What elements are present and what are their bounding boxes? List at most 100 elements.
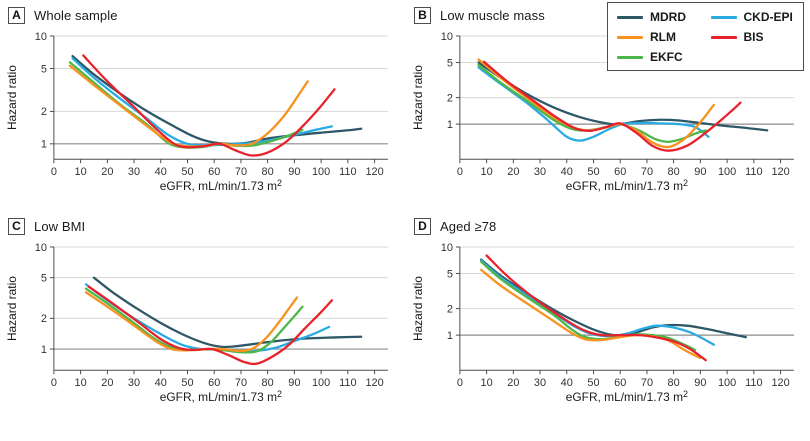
x-tick-label: 110 (339, 377, 356, 389)
x-tick-label: 0 (457, 166, 463, 178)
panel-a: A Whole sample 1 2 5 10 0 10 20 30 40 50 60 70 80 90 1… (2, 4, 404, 199)
panel-b-letter: B (414, 6, 431, 24)
x-axis-ticks: 0 10 20 30 40 50 60 70 80 90 100 110 120 (51, 159, 384, 178)
series-lines (477, 58, 769, 152)
panel-d-letter: D (414, 217, 431, 235)
x-tick-label: 0 (51, 166, 57, 178)
gridlines (53, 246, 388, 319)
y-tick-label: 10 (35, 31, 47, 43)
x-tick-label: 90 (694, 166, 706, 178)
x-tick-label: 70 (641, 166, 653, 178)
x-tick-label: 90 (288, 377, 300, 389)
legend-label-ekfc: EKFC (650, 50, 683, 64)
x-axis-label: eGFR, mL/min/1.73 m2 (566, 389, 688, 404)
series-line-ckd-epi (477, 66, 710, 142)
x-tick-label: 60 (614, 377, 626, 389)
series-line-ekfc (84, 287, 304, 354)
x-tick-label: 120 (365, 377, 383, 389)
panel-a-header: A Whole sample (8, 4, 404, 26)
legend-item-mdrd: MDRD (617, 10, 701, 24)
y-axis-label: Hazard ratio (5, 65, 19, 130)
x-tick-label: 80 (262, 166, 274, 178)
y-tick-label: 2 (41, 106, 47, 118)
x-tick-label: 70 (235, 377, 247, 389)
x-axis-label: eGFR, mL/min/1.73 m2 (160, 178, 282, 193)
panel-a-title: Whole sample (34, 7, 118, 23)
x-tick-label: 30 (128, 377, 140, 389)
y-tick-label: 1 (41, 344, 47, 356)
x-tick-label: 110 (745, 166, 762, 178)
x-tick-label: 40 (155, 166, 167, 178)
x-tick-label: 40 (155, 377, 167, 389)
series-line-mdrd (92, 276, 363, 349)
series-line-rlm (477, 58, 715, 149)
y-tick-label: 5 (41, 273, 47, 285)
series-lines (68, 54, 363, 157)
y-tick-label: 5 (447, 268, 453, 280)
panel-d-title: Aged ≥78 (440, 218, 497, 234)
ekfc-line-swatch (617, 55, 643, 59)
y-axis-ticks: 1 2 5 10 (35, 31, 54, 151)
x-tick-label: 100 (718, 166, 736, 178)
x-tick-label: 0 (51, 377, 57, 389)
axes (53, 246, 388, 371)
x-tick-label: 50 (587, 166, 599, 178)
panel-d-header: D Aged ≥78 (414, 215, 810, 237)
panel-b-header: B Low muscle mass (414, 4, 810, 26)
x-tick-label: 80 (668, 166, 680, 178)
x-tick-label: 60 (208, 377, 220, 389)
panel-grid: A Whole sample 1 2 5 10 0 10 20 30 40 50 60 70 80 90 1… (2, 4, 810, 410)
panel-c-header: C Low BMI (8, 215, 404, 237)
gridlines (459, 246, 794, 310)
y-tick-label: 1 (447, 119, 453, 131)
x-tick-label: 30 (128, 166, 140, 178)
mdrd-line-swatch (617, 15, 643, 19)
y-tick-label: 2 (41, 313, 47, 325)
x-tick-label: 120 (771, 377, 789, 389)
x-tick-label: 90 (288, 166, 300, 178)
legend-item-rlm: RLM (617, 30, 701, 44)
x-tick-label: 110 (745, 377, 762, 389)
series-line-bis (482, 60, 742, 152)
legend-item-ekfc: EKFC (617, 50, 701, 64)
panel-c-title: Low BMI (34, 218, 86, 234)
y-tick-label: 10 (35, 242, 47, 254)
y-tick-label: 10 (441, 31, 453, 43)
y-axis-label: Hazard ratio (411, 276, 425, 341)
x-tick-label: 100 (312, 377, 330, 389)
bis-line-swatch (710, 35, 737, 39)
x-tick-label: 90 (694, 377, 706, 389)
y-tick-label: 1 (41, 139, 47, 151)
series-line-ekfc (480, 260, 697, 352)
x-tick-label: 30 (534, 377, 546, 389)
panel-a-letter: A (8, 6, 25, 24)
x-tick-label: 10 (75, 166, 87, 178)
y-axis-label: Hazard ratio (5, 276, 19, 341)
x-tick-label: 10 (481, 377, 493, 389)
x-tick-label: 100 (312, 166, 330, 178)
x-axis-ticks: 0 10 20 30 40 50 60 70 80 90 100 110 120 (457, 370, 790, 389)
y-axis-ticks: 1 2 5 10 (441, 31, 460, 131)
y-axis-ticks: 1 2 5 10 (35, 242, 54, 356)
x-tick-label: 50 (181, 166, 193, 178)
series-line-bis (485, 254, 707, 362)
x-tick-label: 100 (718, 377, 736, 389)
y-tick-label: 10 (441, 242, 453, 254)
gridlines (53, 35, 388, 112)
x-tick-label: 10 (481, 166, 493, 178)
legend-item-bis: BIS (710, 30, 795, 44)
y-axis-label: Hazard ratio (411, 65, 425, 130)
x-tick-label: 20 (101, 166, 113, 178)
x-tick-label: 20 (101, 377, 113, 389)
x-axis-label: eGFR, mL/min/1.73 m2 (160, 389, 282, 404)
panel-b: B Low muscle mass 1 2 5 10 0 10 20 30 40 50 60 70 80… (408, 4, 810, 199)
x-tick-label: 60 (614, 166, 626, 178)
legend-label-bis: BIS (743, 30, 764, 44)
series-line-bis (82, 54, 336, 157)
series-lines (480, 254, 747, 362)
rlm-line-swatch (617, 35, 643, 39)
x-axis-label: eGFR, mL/min/1.73 m2 (566, 178, 688, 193)
